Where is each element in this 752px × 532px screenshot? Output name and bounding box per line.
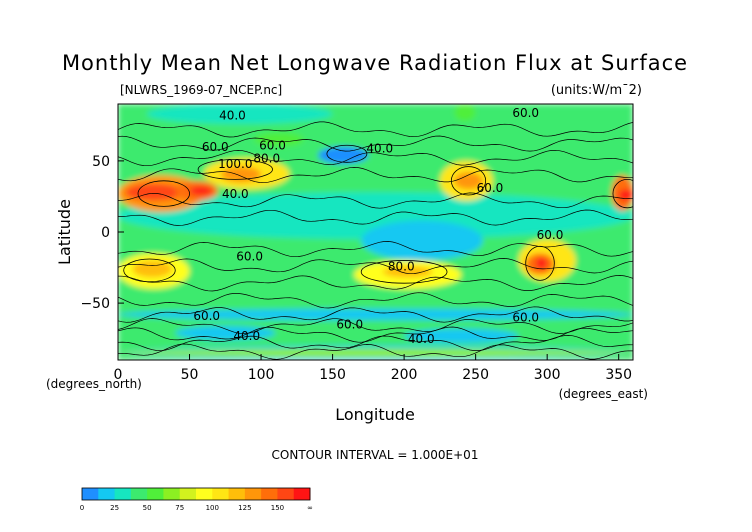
y-tick-label: −50	[80, 296, 110, 312]
x-axis-unit: (degrees_east)	[559, 387, 648, 401]
source-file-label: [NLWRS_1969-07_NCEP.nc]	[120, 83, 282, 97]
x-axis-ticks: 0 50 100 150 200 250 300 350	[114, 354, 632, 383]
color-scale-swatch	[196, 488, 213, 500]
contour-label: 40.0	[408, 332, 435, 346]
contour-label: 40.0	[222, 187, 249, 201]
color-scale-tick: 25	[110, 504, 119, 512]
contour-label: 40.0	[233, 329, 260, 343]
contour-label: 60.0	[193, 309, 220, 323]
y-tick-label: 0	[101, 225, 110, 241]
color-scale-tick: 100	[206, 504, 219, 512]
x-tick-label: 200	[391, 367, 418, 383]
contour-label: 60.0	[512, 106, 539, 120]
contour-label: 60.0	[336, 318, 363, 332]
y-tick-label: 50	[92, 154, 110, 170]
color-scale-tick: 125	[238, 504, 251, 512]
color-scale-swatch	[130, 488, 148, 500]
color-scale-swatch	[212, 488, 230, 500]
contour-label: 80.0	[388, 259, 415, 273]
contour-label: 60.0	[477, 181, 504, 195]
color-scale-swatch	[147, 488, 164, 500]
color-scale-swatch	[261, 488, 278, 500]
y-axis-label: Latitude	[55, 199, 74, 265]
units-label: (units:W/m¯2)	[551, 83, 642, 98]
color-scale-swatch	[244, 488, 262, 500]
color-scale-swatch	[114, 488, 132, 500]
color-scale-tick: 50	[143, 504, 152, 512]
contour-label: 60.0	[259, 139, 286, 153]
color-scale-swatch	[277, 488, 295, 500]
color-scale-tick: ∞	[307, 504, 313, 512]
color-scale-swatch	[179, 488, 197, 500]
contour-label: 80.0	[253, 151, 280, 165]
x-tick-label: 300	[534, 367, 561, 383]
x-axis-label: Longitude	[335, 405, 415, 424]
chart-title: Monthly Mean Net Longwave Radiation Flux…	[62, 51, 688, 75]
color-scale-swatch	[82, 488, 99, 500]
color-scale-swatch	[228, 488, 246, 500]
color-scale-tick: 0	[80, 504, 84, 512]
x-tick-label: 150	[319, 367, 346, 383]
color-scale-bar: 0 25 50 75 100 125 150 ∞	[80, 487, 313, 512]
x-tick-label: 0	[114, 367, 123, 383]
color-scale-swatch	[163, 488, 181, 500]
contour-label: 60.0	[537, 228, 564, 242]
x-tick-label: 50	[181, 367, 199, 383]
contour-label: 100.0	[218, 157, 252, 171]
x-tick-label: 350	[605, 367, 632, 383]
contour-interval-note: CONTOUR INTERVAL = 1.000E+01	[272, 448, 479, 462]
color-scale-tick: 150	[271, 504, 284, 512]
y-axis-unit: (degrees_north)	[46, 377, 142, 391]
contour-label: 60.0	[202, 140, 229, 154]
contour-label: 40.0	[219, 109, 246, 123]
contour-label: 60.0	[512, 311, 539, 325]
contour-lines	[118, 121, 633, 360]
contour-label: 40.0	[366, 141, 393, 155]
color-scale-swatch	[98, 488, 116, 500]
contour-label: 60.0	[236, 249, 263, 263]
x-tick-label: 250	[462, 367, 489, 383]
color-scale-tick: 75	[175, 504, 184, 512]
color-scale-swatch	[293, 488, 311, 500]
y-axis-ticks: −50 0 50	[80, 154, 124, 312]
x-tick-label: 100	[248, 367, 275, 383]
